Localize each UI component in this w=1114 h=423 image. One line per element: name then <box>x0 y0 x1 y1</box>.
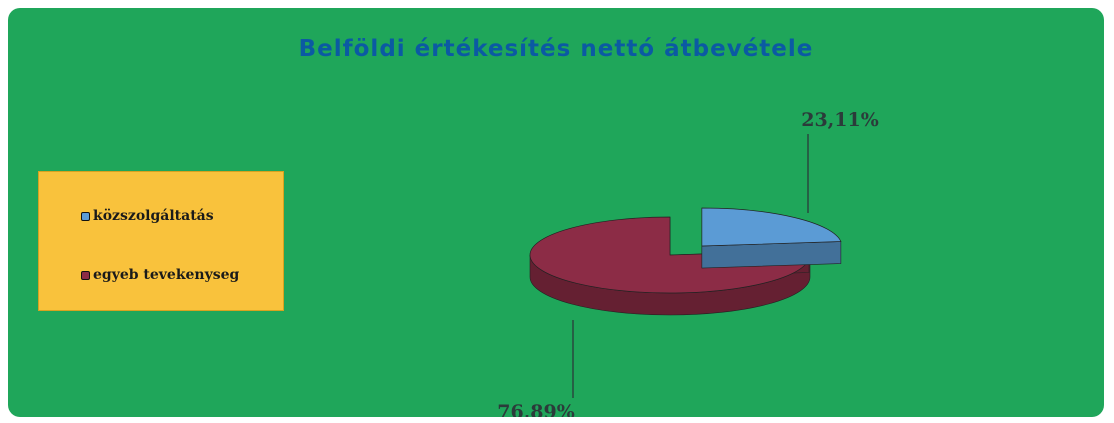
chart-title: Belföldi értékesítés nettó átbevétele <box>298 36 814 62</box>
legend-swatch-kozszolgaltatas <box>81 211 90 221</box>
pie-chart: 23,11% 76,89% <box>497 109 879 417</box>
data-label-egyeb-tevekenyseg: 76,89% <box>497 401 575 417</box>
pie-slice-kozszolgaltatas <box>701 207 842 269</box>
legend-label-egyeb-tevekenyseg: egyeb tevekenyseg <box>93 267 240 283</box>
pie-top-kozszolgaltatas <box>701 207 842 247</box>
chart-panel: Belföldi értékesítés nettó átbevétele kö… <box>8 8 1104 417</box>
legend-swatch-egyeb-tevekenyseg <box>81 270 90 280</box>
legend-item-egyeb-tevekenyseg: egyeb tevekenyseg <box>81 267 239 283</box>
pie-top-egyeb-tevekenyseg <box>529 216 811 294</box>
chart-legend: közszolgáltatás egyeb tevekenyseg <box>38 171 284 311</box>
data-label-kozszolgaltatas: 23,11% <box>801 109 879 131</box>
legend-item-kozszolgaltatas: közszolgáltatás <box>81 208 214 224</box>
legend-label-kozszolgaltatas: közszolgáltatás <box>93 208 214 224</box>
